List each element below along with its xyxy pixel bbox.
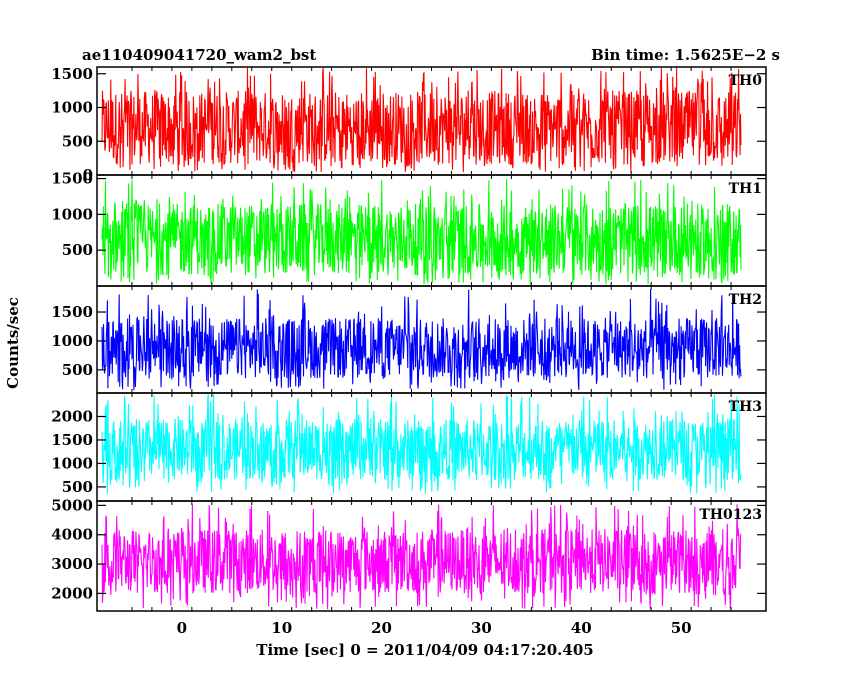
y-tick-label: 1000 [51, 205, 93, 223]
y-tick-label: 2000 [51, 407, 93, 425]
y-tick-label: 5000 [51, 496, 93, 514]
panel-th1: 500 1000 1500 TH1 [51, 170, 767, 287]
panel-th0123: 2000 3000 4000 5000 TH0123 0 10 20 30 40 50 [51, 496, 767, 637]
bin-time-label: Bin time: 1.5625E−2 s [591, 46, 780, 64]
x-axis-label: Time [sec] 0 = 2011/04/09 04:17:20.405 [256, 641, 593, 659]
y-tick-label: 3000 [51, 555, 93, 573]
x-tick-label: 50 [671, 619, 692, 637]
y-tick-label: 1500 [51, 431, 93, 449]
series-th3 [101, 393, 742, 494]
series-th2 [101, 289, 742, 391]
panel-label: TH0 [729, 73, 763, 89]
x-tick-label: 30 [471, 619, 492, 637]
series-th0 [101, 67, 742, 173]
y-tick-label: 500 [62, 478, 93, 496]
panel-th2: 500 1000 1500 TH2 [51, 285, 767, 394]
panel-th3: 500 1000 1500 2000 TH3 [51, 392, 767, 502]
y-tick-label: 4000 [51, 526, 93, 544]
chart-title: ae110409041720_wam2_bst [82, 46, 316, 64]
panel-label: TH3 [729, 399, 762, 415]
panel-label: TH0123 [699, 507, 762, 523]
y-tick-label: 2000 [51, 584, 93, 602]
y-tick-label: 1000 [51, 454, 93, 472]
y-axis-label: Counts/sec [4, 297, 22, 389]
y-tick-label: 1000 [51, 332, 93, 350]
y-tick-label: 500 [62, 241, 93, 259]
series-th0123 [101, 504, 742, 610]
panel-label: TH1 [729, 181, 762, 197]
series-th1 [101, 178, 742, 285]
y-tick-label: 1500 [51, 65, 93, 83]
y-tick-label: 500 [62, 132, 93, 150]
y-tick-label: 0 [83, 166, 93, 184]
x-tick-label: 10 [271, 619, 292, 637]
y-tick-label: 1500 [51, 170, 93, 188]
x-tick-label: 20 [371, 619, 392, 637]
y-tick-label: 500 [62, 361, 93, 379]
panel-label: TH2 [729, 292, 762, 308]
x-tick-label: 0 [177, 619, 187, 637]
panel-th0: 0 500 1000 1500 TH0 [51, 65, 767, 184]
y-tick-label: 1500 [51, 303, 93, 321]
y-tick-label: 1000 [51, 99, 93, 117]
x-tick-label: 40 [571, 619, 592, 637]
